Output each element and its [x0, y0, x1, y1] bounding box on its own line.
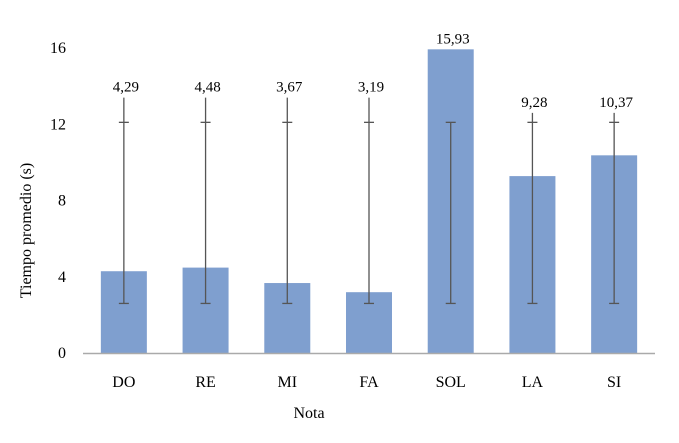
data-label-fa: 3,19: [358, 80, 384, 96]
error-bars-group: [118, 97, 620, 305]
data-labels-group: 4,29 4,48 3,67 3,19 15,93 9,28 10,37: [113, 31, 634, 110]
x-tick-label-la: LA: [522, 374, 544, 391]
x-axis-title: Nota: [293, 405, 324, 422]
x-tick-label-fa: FA: [359, 374, 379, 391]
error-bar-fa: [364, 97, 374, 305]
x-tick-labels-group: DO RE MI FA SOL LA SI: [112, 374, 621, 391]
error-bar-sol: [445, 121, 456, 305]
x-tick-label-mi: MI: [278, 374, 298, 391]
data-label-re: 4,48: [194, 80, 220, 96]
y-tick-label: 16: [50, 40, 66, 57]
data-label-sol: 15,93: [436, 31, 470, 47]
x-tick-label-re: RE: [195, 374, 215, 391]
error-bar-do: [118, 97, 129, 305]
y-tick-label: 0: [58, 345, 66, 362]
y-tick-label: 8: [58, 193, 66, 210]
data-label-la: 9,28: [521, 95, 547, 111]
data-label-mi: 3,67: [276, 80, 303, 96]
error-bar-la: [527, 112, 538, 305]
error-bar-mi: [282, 97, 293, 305]
data-label-do: 4,29: [113, 80, 139, 96]
error-bar-re: [200, 97, 211, 305]
x-tick-label-si: SI: [607, 374, 621, 391]
x-tick-label-do: DO: [112, 374, 135, 391]
y-tick-label: 4: [58, 269, 66, 286]
error-bar-si: [609, 112, 620, 305]
data-label-si: 10,37: [599, 95, 633, 111]
x-tick-label-sol: SOL: [436, 374, 466, 391]
y-tick-label: 12: [50, 116, 66, 133]
y-tick-labels-group: 0 4 8 12 16: [50, 40, 66, 362]
y-axis-title: Tiempo promedio (s): [18, 163, 35, 298]
